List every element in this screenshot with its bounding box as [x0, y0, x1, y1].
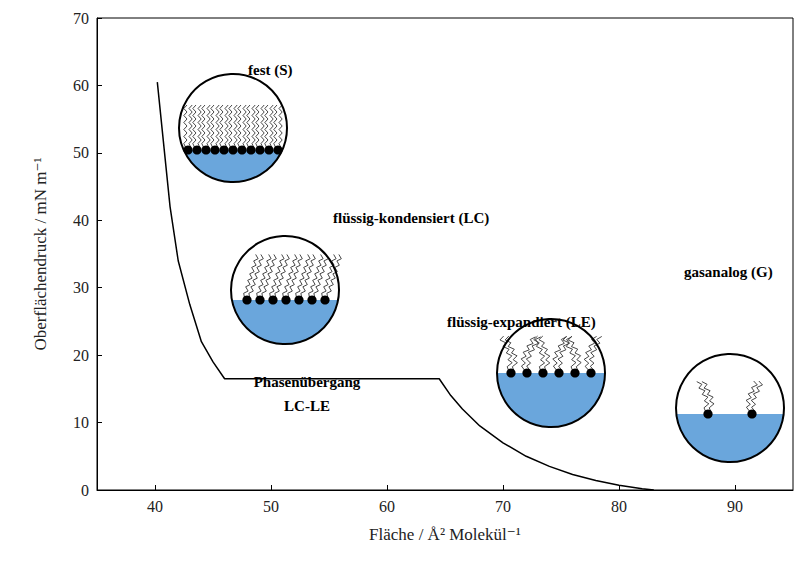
svg-text:50: 50: [73, 144, 89, 161]
svg-text:Oberflächendruck / mN m⁻¹: Oberflächendruck / mN m⁻¹: [31, 158, 50, 351]
svg-text:Fläche / Å² Molekül⁻¹: Fläche / Å² Molekül⁻¹: [369, 525, 521, 544]
svg-text:70: 70: [73, 10, 89, 27]
svg-text:30: 30: [73, 279, 89, 296]
svg-text:LC-LE: LC-LE: [284, 398, 330, 414]
svg-text:40: 40: [73, 212, 89, 229]
svg-text:fest (S): fest (S): [248, 62, 293, 79]
svg-text:80: 80: [611, 498, 627, 515]
svg-text:40: 40: [147, 498, 163, 515]
svg-text:0: 0: [81, 482, 89, 499]
svg-text:Phasenübergang: Phasenübergang: [254, 374, 361, 390]
svg-text:50: 50: [263, 498, 279, 515]
svg-text:70: 70: [495, 498, 511, 515]
svg-text:90: 90: [727, 498, 743, 515]
svg-text:60: 60: [73, 77, 89, 94]
svg-text:gasanalog (G): gasanalog (G): [684, 264, 773, 281]
svg-text:flüssig-expandiert (LE): flüssig-expandiert (LE): [447, 314, 596, 331]
svg-text:20: 20: [73, 347, 89, 364]
svg-text:10: 10: [73, 414, 89, 431]
svg-text:60: 60: [379, 498, 395, 515]
svg-text:flüssig-kondensiert (LC): flüssig-kondensiert (LC): [333, 210, 489, 227]
